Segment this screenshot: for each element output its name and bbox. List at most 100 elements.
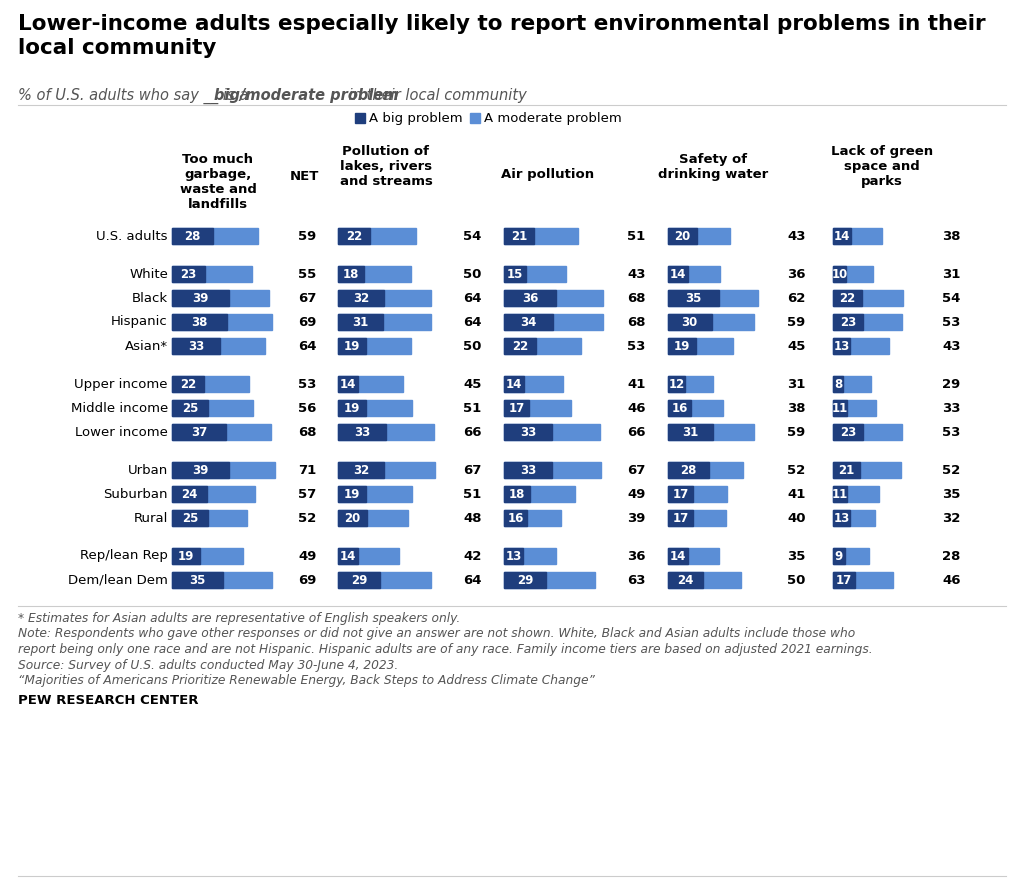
Text: * Estimates for Asian adults are representative of English speakers only.: * Estimates for Asian adults are represe… bbox=[18, 612, 460, 625]
Bar bbox=[172, 314, 227, 330]
Bar bbox=[172, 486, 255, 502]
Bar bbox=[172, 424, 270, 440]
Text: 39: 39 bbox=[193, 463, 209, 477]
Text: 36: 36 bbox=[627, 549, 645, 563]
Text: 59: 59 bbox=[787, 425, 805, 439]
Bar bbox=[833, 290, 861, 306]
Text: 36: 36 bbox=[522, 291, 539, 305]
Bar bbox=[668, 548, 719, 564]
Text: in their local community: in their local community bbox=[344, 88, 527, 103]
Text: 16: 16 bbox=[508, 511, 524, 525]
Text: Pollution of
lakes, rivers
and streams: Pollution of lakes, rivers and streams bbox=[340, 145, 432, 188]
Text: 36: 36 bbox=[787, 268, 806, 281]
Bar bbox=[668, 424, 754, 440]
Text: 51: 51 bbox=[627, 229, 645, 243]
Bar bbox=[833, 228, 851, 244]
Text: 28: 28 bbox=[942, 549, 961, 563]
Bar bbox=[833, 314, 902, 330]
Bar bbox=[668, 462, 743, 478]
Bar bbox=[668, 290, 758, 306]
Bar bbox=[172, 462, 275, 478]
Text: 59: 59 bbox=[298, 229, 316, 243]
Text: Lower-income adults especially likely to report environmental problems in their
: Lower-income adults especially likely to… bbox=[18, 14, 986, 58]
Bar bbox=[338, 548, 399, 564]
Bar bbox=[355, 113, 365, 123]
Bar bbox=[504, 228, 578, 244]
Bar bbox=[172, 376, 204, 392]
Bar bbox=[668, 228, 730, 244]
Bar bbox=[504, 266, 566, 282]
Bar bbox=[172, 290, 269, 306]
Bar bbox=[172, 424, 225, 440]
Text: 19: 19 bbox=[177, 549, 194, 563]
Text: 45: 45 bbox=[463, 377, 481, 391]
Text: report being only one race and are not Hispanic. Hispanic adults are of any race: report being only one race and are not H… bbox=[18, 643, 872, 656]
Bar bbox=[833, 462, 860, 478]
Text: 62: 62 bbox=[787, 291, 805, 305]
Bar bbox=[504, 228, 535, 244]
Text: 43: 43 bbox=[627, 268, 645, 281]
Bar bbox=[338, 376, 358, 392]
Text: 35: 35 bbox=[685, 291, 701, 305]
Bar bbox=[668, 314, 712, 330]
Bar bbox=[668, 572, 740, 588]
Bar bbox=[172, 228, 258, 244]
Bar bbox=[833, 338, 850, 354]
Bar bbox=[338, 548, 358, 564]
Bar bbox=[833, 400, 876, 416]
Bar bbox=[833, 376, 844, 392]
Text: 22: 22 bbox=[512, 339, 528, 353]
Text: 24: 24 bbox=[677, 573, 693, 587]
Text: 19: 19 bbox=[344, 401, 360, 415]
Bar bbox=[668, 486, 692, 502]
Bar bbox=[833, 486, 847, 502]
Bar bbox=[833, 266, 873, 282]
Bar bbox=[833, 400, 847, 416]
Text: 51: 51 bbox=[463, 401, 481, 415]
Bar bbox=[338, 376, 403, 392]
Text: 49: 49 bbox=[298, 549, 316, 563]
Text: Urban: Urban bbox=[128, 463, 168, 477]
Bar bbox=[668, 338, 695, 354]
Text: 41: 41 bbox=[627, 377, 645, 391]
Text: 24: 24 bbox=[181, 487, 198, 501]
Bar bbox=[668, 290, 719, 306]
Text: 52: 52 bbox=[942, 463, 961, 477]
Bar bbox=[833, 314, 863, 330]
Text: 28: 28 bbox=[184, 229, 201, 243]
Bar bbox=[833, 338, 889, 354]
Bar bbox=[833, 228, 883, 244]
Text: 17: 17 bbox=[836, 573, 852, 587]
Text: 53: 53 bbox=[942, 315, 961, 329]
Text: 20: 20 bbox=[675, 229, 690, 243]
Text: A big problem: A big problem bbox=[369, 112, 463, 125]
Bar bbox=[504, 486, 530, 502]
Text: 31: 31 bbox=[682, 425, 698, 439]
Bar bbox=[338, 510, 367, 526]
Text: 33: 33 bbox=[520, 425, 536, 439]
Text: 14: 14 bbox=[670, 268, 686, 281]
Text: Asian*: Asian* bbox=[125, 339, 168, 353]
Text: 66: 66 bbox=[627, 425, 645, 439]
Text: 28: 28 bbox=[680, 463, 696, 477]
Bar bbox=[172, 572, 223, 588]
Bar bbox=[668, 462, 709, 478]
Text: Air pollution: Air pollution bbox=[502, 168, 595, 181]
Bar bbox=[504, 572, 595, 588]
Text: White: White bbox=[129, 268, 168, 281]
Bar bbox=[504, 400, 570, 416]
Bar bbox=[338, 510, 408, 526]
Text: 22: 22 bbox=[840, 291, 855, 305]
Bar bbox=[338, 424, 386, 440]
Bar bbox=[504, 290, 602, 306]
Text: 59: 59 bbox=[787, 315, 805, 329]
Text: 23: 23 bbox=[840, 315, 856, 329]
Bar bbox=[668, 548, 688, 564]
Bar bbox=[172, 266, 252, 282]
Bar bbox=[338, 266, 365, 282]
Text: PEW RESEARCH CENTER: PEW RESEARCH CENTER bbox=[18, 694, 199, 706]
Bar bbox=[504, 314, 553, 330]
Text: 51: 51 bbox=[463, 487, 481, 501]
Bar bbox=[172, 510, 208, 526]
Bar bbox=[172, 400, 208, 416]
